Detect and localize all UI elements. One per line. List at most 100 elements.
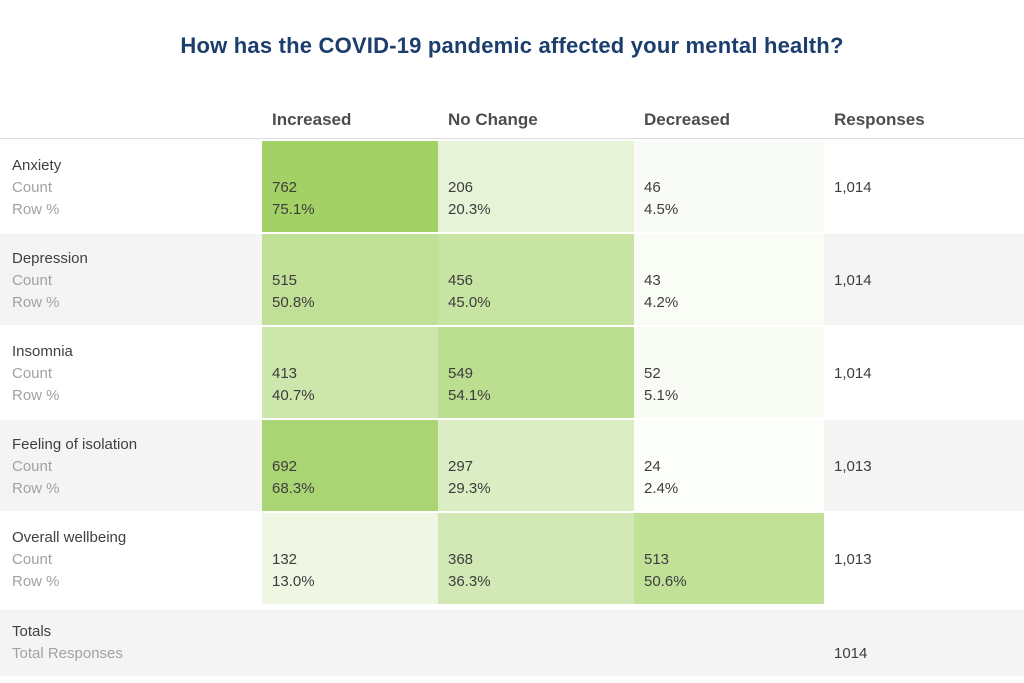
pct-value: 40.7% [272, 387, 315, 404]
count-value: 413 [272, 365, 298, 382]
heatmap-cell: 549 54.1% [438, 327, 634, 418]
row-label: Insomnia [12, 343, 73, 360]
pct-value: 68.3% [272, 480, 315, 497]
blank-line [644, 155, 816, 177]
count-value: 24 [644, 458, 661, 475]
count-value: 206 [448, 179, 474, 196]
totals-label-cell: Totals Total Responses [0, 610, 262, 676]
totals-spacer-3 [634, 610, 824, 676]
heatmap-cell: 24 2.4% [634, 420, 824, 511]
responses-value: 1,014 [834, 272, 872, 289]
column-header-decreased: Decreased [644, 109, 731, 129]
count-value: 549 [448, 365, 474, 382]
pct-value: 5.1% [644, 387, 679, 404]
blank-line [448, 527, 626, 549]
pct-value: 54.1% [448, 387, 491, 404]
heatmap-cell: 43 4.2% [634, 234, 824, 325]
blank-line [644, 527, 816, 549]
row-label-cell: Anxiety Count Row % [0, 141, 262, 232]
row-label: Anxiety [12, 157, 62, 174]
column-header-no-change: No Change [448, 109, 538, 129]
page-title: How has the COVID-19 pandemic affected y… [180, 33, 844, 58]
count-metric-label: Count [12, 365, 53, 382]
responses-cell: 1,013 [824, 420, 1024, 511]
count-metric-label: Count [12, 458, 53, 475]
row-pct-metric-label: Row % [12, 387, 60, 404]
heatmap-cell: 297 29.3% [438, 420, 634, 511]
row-pct-metric-label: Row % [12, 201, 60, 218]
count-value: 513 [644, 551, 670, 568]
heatmap-cell: 52 5.1% [634, 327, 824, 418]
responses-cell: 1,014 [824, 327, 1024, 418]
count-value: 297 [448, 458, 474, 475]
heatmap-cell: 206 20.3% [438, 141, 634, 232]
blank-line [272, 155, 430, 177]
responses-value: 1,014 [834, 179, 872, 196]
table-row: Anxiety Count Row % 762 75.1% 206 20.3% 46 4.… [0, 139, 1024, 232]
heatmap-cell: 762 75.1% [262, 141, 438, 232]
table-row: Overall wellbeing Count Row % 132 13.0% 368… [0, 511, 1024, 604]
heatmap-cell: 413 40.7% [262, 327, 438, 418]
heatmap-cell: 132 13.0% [262, 513, 438, 604]
count-value: 52 [644, 365, 661, 382]
responses-value: 1,013 [834, 458, 872, 475]
blank-line [644, 248, 816, 270]
row-label-cell: Depression Count Row % [0, 234, 262, 325]
pct-value: 2.4% [644, 480, 679, 497]
count-metric-label: Count [12, 272, 53, 289]
blank-line [834, 155, 1016, 177]
totals-sublabel: Total Responses [12, 645, 123, 662]
pct-value: 29.3% [448, 480, 491, 497]
blank-line [834, 248, 1016, 270]
row-pct-metric-label: Row % [12, 480, 60, 497]
blank-line [272, 248, 430, 270]
totals-row: Totals Total Responses 1014 [0, 610, 1024, 676]
heatmap-cell: 368 36.3% [438, 513, 634, 604]
pct-value: 45.0% [448, 294, 491, 311]
total-responses-value: 1014 [834, 645, 868, 662]
pct-value: 50.8% [272, 294, 315, 311]
pct-value: 50.6% [644, 573, 687, 590]
table-body: Anxiety Count Row % 762 75.1% 206 20.3% 46 4.… [0, 139, 1024, 604]
blank-line [448, 155, 626, 177]
blank-line [272, 434, 430, 456]
blank-line [644, 434, 816, 456]
heatmap-cell: 515 50.8% [262, 234, 438, 325]
count-value: 762 [272, 179, 298, 196]
totals-spacer-1 [262, 610, 438, 676]
pct-value: 75.1% [272, 201, 315, 218]
responses-cell: 1,013 [824, 513, 1024, 604]
row-label: Depression [12, 250, 88, 267]
blank-line [272, 527, 430, 549]
row-pct-metric-label: Row % [12, 573, 60, 590]
totals-responses-cell: 1014 [824, 610, 1024, 676]
row-label: Overall wellbeing [12, 529, 127, 546]
pct-value: 4.2% [644, 294, 679, 311]
count-value: 692 [272, 458, 298, 475]
heatmap-cell: 46 4.5% [634, 141, 824, 232]
table-row: Depression Count Row % 515 50.8% 456 45.0% 4… [0, 232, 1024, 325]
heatmap-cell: 692 68.3% [262, 420, 438, 511]
pct-value: 4.5% [644, 201, 679, 218]
totals-spacer-2 [438, 610, 634, 676]
count-value: 132 [272, 551, 298, 568]
column-header-increased: Increased [272, 109, 352, 129]
count-value: 43 [644, 272, 661, 289]
blank-line [834, 434, 1016, 456]
blank-line [834, 621, 1016, 643]
row-label: Feeling of isolation [12, 436, 138, 453]
count-value: 368 [448, 551, 474, 568]
table-header-row: Increased No Change Decreased Responses [0, 101, 1024, 139]
heatmap-cell: 456 45.0% [438, 234, 634, 325]
pct-value: 13.0% [272, 573, 315, 590]
blank-line [272, 341, 430, 363]
responses-value: 1,014 [834, 365, 872, 382]
blank-line [834, 341, 1016, 363]
blank-line [448, 434, 626, 456]
pct-value: 36.3% [448, 573, 491, 590]
row-label-cell: Overall wellbeing Count Row % [0, 513, 262, 604]
table-row: Feeling of isolation Count Row % 692 68.3% … [0, 418, 1024, 511]
blank-line [448, 341, 626, 363]
responses-cell: 1,014 [824, 234, 1024, 325]
heatmap-cell: 513 50.6% [634, 513, 824, 604]
